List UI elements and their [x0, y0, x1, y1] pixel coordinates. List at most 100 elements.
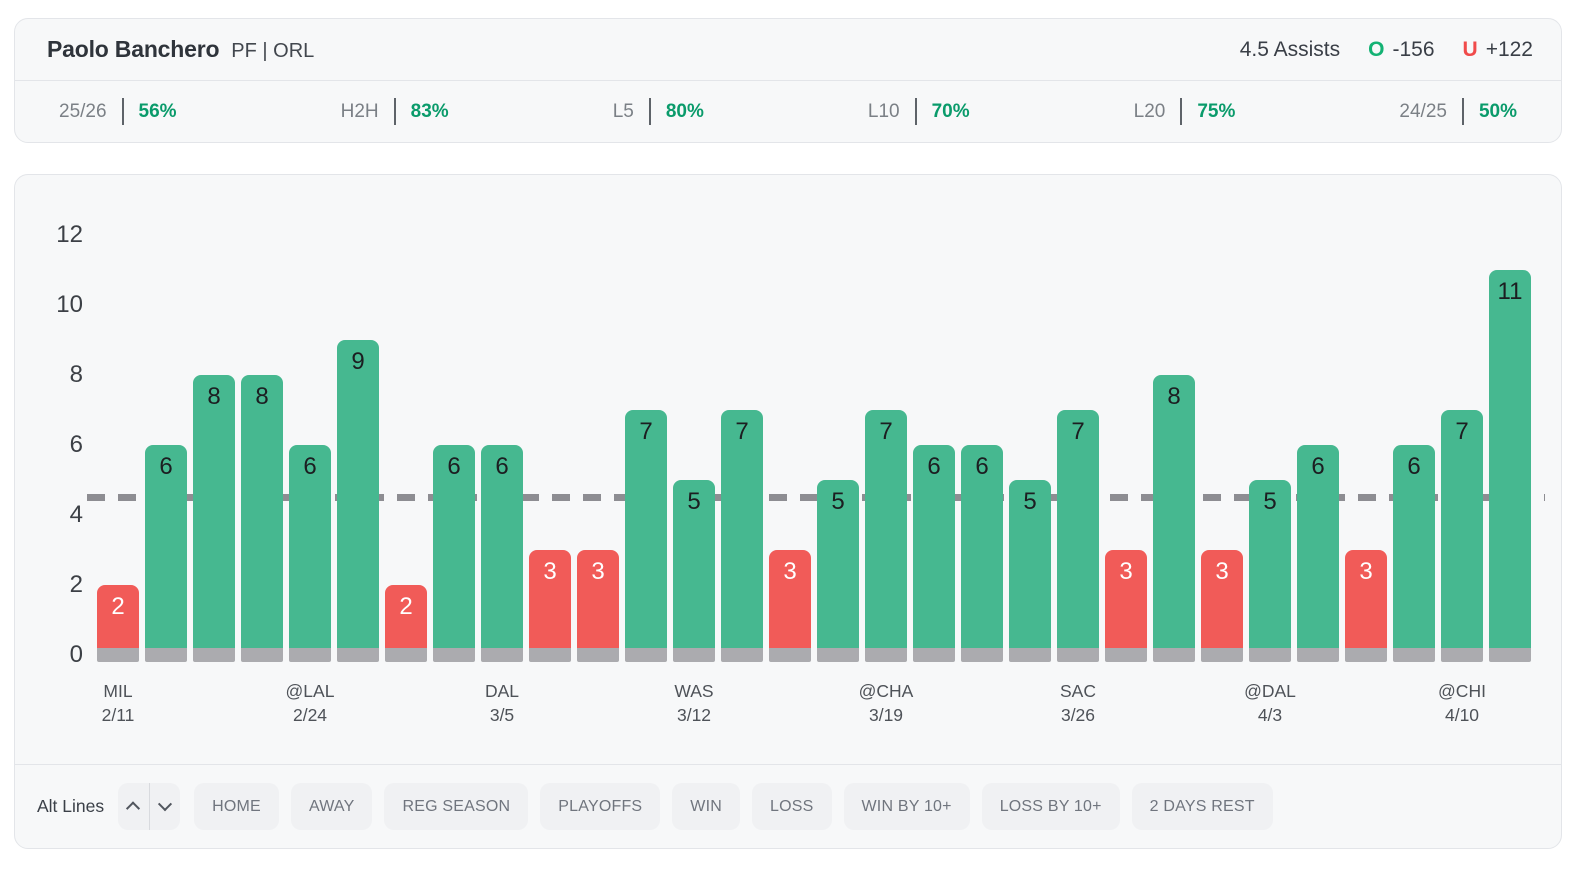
y-tick-12: 12 — [56, 221, 83, 248]
bar-slot-25: 6 — [1297, 235, 1339, 662]
player-info: Paolo Banchero PF | ORL — [47, 36, 314, 63]
assists-bar-chart: 0 2 4 6 8 10 12 2 MIL 2/11 6 8 8 6 @LAL 2/24 9 2 6 6 DAL 3/5… — [15, 175, 1561, 725]
chevron-up-icon — [126, 800, 141, 815]
game-bar-21[interactable]: 3 — [1105, 550, 1147, 662]
game-bar-5[interactable]: 9 — [337, 340, 379, 662]
over-bar-fill: 6 — [913, 445, 955, 648]
game-bar-24-dal[interactable]: 5 — [1249, 480, 1291, 662]
stat-25-26: 25/26 56% — [59, 98, 177, 125]
prop-line-threshold — [87, 494, 1545, 501]
stat-separator — [1180, 98, 1183, 125]
over-bar-fill: 11 — [1489, 270, 1531, 648]
game-date-label: 2/11 — [101, 705, 135, 725]
game-date-label: 3/26 — [1060, 705, 1096, 725]
bar-slot-12: 5 WAS 3/12 — [673, 235, 715, 725]
game-bar-7[interactable]: 6 — [433, 445, 475, 662]
game-bar-6[interactable]: 2 — [385, 585, 427, 662]
game-bar-18[interactable]: 6 — [961, 445, 1003, 662]
stat-label: L5 — [612, 100, 634, 122]
bar-slot-18: 6 — [961, 235, 1003, 662]
game-bar-16-cha[interactable]: 7 — [865, 410, 907, 662]
game-bar-22[interactable]: 8 — [1153, 375, 1195, 662]
game-bar-23[interactable]: 3 — [1201, 550, 1243, 662]
game-bar-0-mil[interactable]: 2 — [97, 585, 139, 662]
bar-slot-28: 7 @CHI 4/10 — [1438, 235, 1486, 725]
bar-slot-10: 3 — [577, 235, 619, 662]
filter-loss-by-10-button[interactable]: LOSS BY 10+ — [981, 783, 1120, 830]
game-bar-17[interactable]: 6 — [913, 445, 955, 662]
bar-value-label: 3 — [591, 558, 605, 585]
game-bar-27[interactable]: 6 — [1393, 445, 1435, 662]
bar-baseline-cap — [529, 648, 571, 662]
game-bar-14[interactable]: 3 — [769, 550, 811, 662]
stat-label: L20 — [1133, 100, 1166, 122]
game-bar-29[interactable]: 11 — [1489, 270, 1531, 662]
game-bar-13[interactable]: 7 — [721, 410, 763, 662]
y-tick-0: 0 — [69, 641, 83, 668]
under-odds-button[interactable]: U +122 — [1463, 38, 1533, 62]
bar-baseline-cap — [1393, 648, 1435, 662]
bar-value-label: 9 — [351, 348, 365, 375]
bar-value-label: 6 — [1311, 453, 1325, 480]
game-date-label: 4/3 — [1257, 705, 1283, 725]
game-bar-26[interactable]: 3 — [1345, 550, 1387, 662]
bar-baseline-cap — [673, 648, 715, 662]
bar-slot-27: 6 — [1393, 235, 1435, 662]
alt-lines-stepper — [118, 783, 181, 830]
stat-l10: L10 70% — [868, 98, 970, 125]
stat-label: L10 — [867, 100, 900, 122]
game-bar-11[interactable]: 7 — [625, 410, 667, 662]
alt-line-down-button[interactable] — [150, 783, 181, 830]
game-bar-8-dal[interactable]: 6 — [481, 445, 523, 662]
game-bar-9[interactable]: 3 — [529, 550, 571, 662]
stat-value: 83% — [410, 100, 449, 122]
header-divider — [15, 80, 1561, 81]
over-bar-fill: 7 — [865, 410, 907, 648]
opponent-label: MIL — [103, 681, 133, 701]
filter-home-button[interactable]: HOME — [194, 783, 279, 830]
over-odds-button[interactable]: O -156 — [1368, 38, 1434, 62]
game-date-label: 4/10 — [1444, 705, 1480, 725]
y-tick-8: 8 — [69, 361, 83, 388]
bar-baseline-cap — [625, 648, 667, 662]
game-bar-3[interactable]: 8 — [241, 375, 283, 662]
over-bar-fill: 7 — [1441, 410, 1483, 648]
game-bar-25[interactable]: 6 — [1297, 445, 1339, 662]
bar-baseline-cap — [145, 648, 187, 662]
y-tick-4: 4 — [69, 501, 83, 528]
game-bar-10[interactable]: 3 — [577, 550, 619, 662]
bar-baseline-cap — [1153, 648, 1195, 662]
filter-playoffs-button[interactable]: PLAYOFFS — [540, 783, 661, 830]
game-bar-15[interactable]: 5 — [817, 480, 859, 662]
bar-value-label: 8 — [207, 383, 221, 410]
y-tick-10: 10 — [56, 291, 83, 318]
game-bar-2[interactable]: 8 — [193, 375, 235, 662]
over-bar-fill: 6 — [1393, 445, 1435, 648]
filter-win-by-10-button[interactable]: WIN BY 10+ — [843, 783, 970, 830]
under-bar-fill: 3 — [529, 550, 571, 648]
prop-line-label: 4.5 Assists — [1239, 37, 1341, 61]
game-bar-19[interactable]: 5 — [1009, 480, 1051, 662]
stat-label: 25/26 — [59, 100, 107, 122]
alt-lines-label: Alt Lines — [37, 796, 105, 816]
bar-baseline-cap — [769, 648, 811, 662]
game-date-label: 3/12 — [676, 705, 712, 725]
filter-away-button[interactable]: AWAY — [290, 783, 373, 830]
filter-reg-season-button[interactable]: REG SEASON — [384, 783, 529, 830]
alt-line-up-button[interactable] — [118, 783, 150, 830]
bar-slot-7: 6 — [433, 235, 475, 662]
filter-win-button[interactable]: WIN — [672, 783, 740, 830]
bar-baseline-cap — [1105, 648, 1147, 662]
filter-loss-button[interactable]: LOSS — [752, 783, 832, 830]
game-bar-20-sac[interactable]: 7 — [1057, 410, 1099, 662]
game-bar-4-lal[interactable]: 6 — [289, 445, 331, 662]
game-bar-1[interactable]: 6 — [145, 445, 187, 662]
stat-h2h: H2H 83% — [341, 98, 449, 125]
filter-2-days-rest-button[interactable]: 2 DAYS REST — [1131, 783, 1273, 830]
game-bar-28-chi[interactable]: 7 — [1441, 410, 1483, 662]
bar-slot-21: 3 — [1105, 235, 1147, 662]
x-label-chi: @CHI 4/10 — [1438, 679, 1486, 727]
game-bar-12-was[interactable]: 5 — [673, 480, 715, 662]
over-bar-fill: 6 — [433, 445, 475, 648]
